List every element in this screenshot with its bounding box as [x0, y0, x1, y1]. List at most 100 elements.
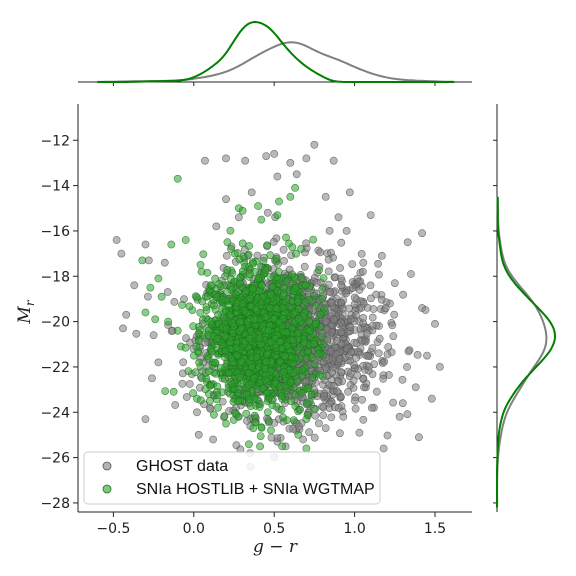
ghost-data-point: [119, 324, 127, 333]
snia-point: [251, 418, 259, 427]
snia-point: [256, 432, 265, 440]
snia-point: [181, 343, 190, 352]
ghost-data-point: [336, 264, 344, 272]
ghost-data-point: [375, 334, 384, 343]
ghost-data-point: [368, 313, 377, 322]
ghost-data-point: [388, 321, 397, 330]
snia-point: [255, 403, 264, 411]
snia-point: [297, 244, 305, 253]
snia-point: [222, 324, 231, 333]
snia-point: [266, 367, 275, 376]
snia-point: [235, 373, 244, 382]
snia-point: [226, 226, 235, 235]
snia-point: [297, 389, 306, 397]
y-tick-label: −20: [40, 315, 70, 331]
snia-point: [272, 254, 281, 263]
ghost-data-point: [359, 415, 368, 424]
snia-point: [282, 341, 291, 350]
ghost-data-point: [286, 158, 295, 167]
ghost-data-point: [390, 279, 399, 287]
snia-point: [213, 391, 222, 399]
snia-point: [318, 285, 327, 294]
snia-point: [250, 315, 259, 324]
snia-point: [146, 283, 155, 292]
ghost-data-point: [421, 306, 430, 314]
snia-point: [319, 274, 328, 282]
snia-point: [267, 426, 275, 435]
ghost-data-point: [122, 310, 131, 319]
snia-point: [252, 353, 261, 362]
snia-point: [252, 395, 261, 404]
snia-point: [213, 403, 222, 412]
snia-point: [293, 297, 302, 306]
snia-point: [304, 347, 313, 356]
snia-point: [222, 419, 230, 428]
right-marginal-kde: [493, 104, 557, 512]
snia-point: [291, 183, 299, 192]
ghost-data-point: [342, 226, 351, 235]
snia-point: [305, 295, 314, 304]
ghost-data-point: [179, 358, 188, 367]
snia-point: [270, 314, 278, 323]
y-tick-label: −28: [40, 496, 70, 512]
ghost-data-point: [323, 325, 331, 334]
snia-point: [209, 410, 218, 419]
ghost-data-point: [311, 411, 320, 420]
snia-point: [173, 326, 182, 335]
snia-points: [138, 174, 328, 453]
ghost-data-point: [194, 430, 203, 439]
ghost-data-point: [182, 334, 190, 342]
ghost-data-point: [351, 404, 360, 413]
snia-point: [273, 211, 282, 219]
ghost-data-point: [325, 399, 334, 408]
ghost-data-point: [269, 237, 278, 246]
snia-point: [185, 302, 194, 311]
snia-point: [303, 410, 312, 419]
ghost-data-point: [355, 286, 364, 294]
snia-point: [198, 297, 207, 306]
ghost-data-point: [350, 396, 359, 405]
ghost-data-point: [366, 294, 375, 303]
snia-point: [242, 409, 251, 418]
ghost-data-point: [178, 379, 187, 388]
ghost-data-point: [359, 258, 368, 267]
ghost-data-point: [154, 358, 163, 367]
ghost-data-point: [321, 192, 330, 201]
snia-point: [215, 279, 224, 288]
ghost-data-point: [427, 394, 436, 403]
snia-point: [189, 322, 198, 331]
ghost-data-point: [321, 424, 330, 432]
ghost-data-point: [346, 323, 355, 332]
ghost-data-point: [365, 362, 373, 371]
snia-point: [288, 335, 297, 344]
snia-point: [266, 272, 275, 281]
ghost-data-point: [366, 281, 375, 290]
ghost-data-point: [374, 270, 383, 279]
ghost-data-point: [379, 444, 388, 453]
snia-point: [294, 314, 303, 323]
snia-point: [196, 362, 205, 371]
y-axis-label: Mr: [15, 299, 37, 324]
snia-point: [229, 322, 238, 331]
snia-point: [316, 310, 325, 319]
ghost-data-point: [324, 280, 333, 289]
snia-point: [242, 389, 251, 398]
snia-point: [250, 374, 258, 383]
snia-point: [204, 353, 213, 362]
ghost-data-point: [327, 309, 336, 318]
snia-point: [199, 250, 208, 259]
snia-point: [193, 293, 201, 302]
snia-point: [211, 358, 219, 367]
snia-point: [224, 369, 233, 378]
snia-point: [242, 286, 250, 295]
snia-point: [259, 292, 268, 301]
ghost-data-point: [367, 403, 376, 412]
ghost-data-point: [346, 381, 355, 389]
ghost-data-point: [201, 156, 209, 165]
ghost-data-point: [411, 383, 420, 392]
ghost-data-point: [130, 281, 139, 290]
snia-point: [276, 358, 284, 366]
ghost-data-point: [403, 238, 412, 247]
y-tick-label: −22: [40, 360, 70, 376]
snia-point: [169, 387, 178, 396]
